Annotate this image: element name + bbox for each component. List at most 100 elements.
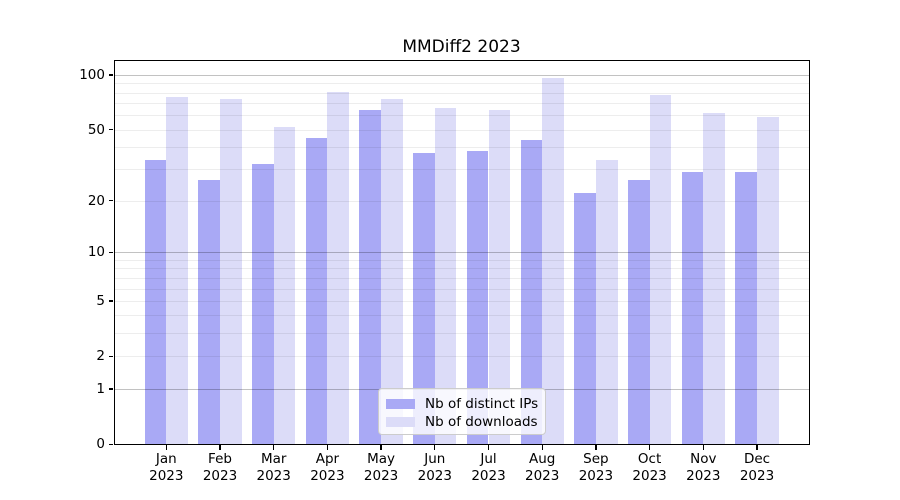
- x-tick-label-month: Oct: [637, 451, 662, 467]
- y-tick-mark: [109, 388, 113, 390]
- x-tick-label-year: 2023: [471, 468, 506, 484]
- bar-distinct-ips: [466, 151, 489, 445]
- x-tick-label-month: Nov: [690, 451, 717, 467]
- x-tick-label-month: Aug: [529, 451, 556, 467]
- legend-label-downloads: Nb of downloads: [425, 413, 538, 430]
- x-tick-label: Jun 2023: [402, 451, 468, 485]
- gridline-major: [113, 74, 810, 76]
- bar-distinct-ips: [144, 159, 167, 445]
- x-tick-mark: [702, 445, 704, 450]
- x-tick-mark: [165, 445, 167, 450]
- x-tick-label-year: 2023: [578, 468, 614, 484]
- legend: Nb of distinct IPs Nb of downloads: [378, 388, 546, 435]
- y-tick-label: 1: [96, 380, 105, 397]
- x-tick-label: May 2023: [348, 451, 414, 485]
- x-tick-mark: [541, 445, 543, 450]
- bar-distinct-ips: [627, 180, 650, 445]
- bar-downloads: [273, 126, 296, 445]
- bar-distinct-ips: [574, 193, 596, 445]
- x-tick-mark: [380, 445, 382, 450]
- gridline-minor: [113, 83, 810, 85]
- y-tick-mark: [109, 251, 113, 254]
- x-tick-mark: [326, 445, 329, 450]
- x-tick-label-year: 2023: [739, 468, 775, 484]
- y-tick-label: 20: [87, 192, 105, 209]
- bar-distinct-ips: [735, 172, 757, 445]
- x-tick-label: Jul 2023: [456, 451, 522, 485]
- x-tick-mark: [595, 445, 597, 450]
- y-tick-label: 100: [79, 66, 105, 83]
- chart-title: MMDiff2 2023: [402, 37, 521, 57]
- bar-distinct-ips: [681, 172, 704, 445]
- x-tick-label-year: 2023: [310, 468, 345, 484]
- x-tick-label-month: Sep: [583, 451, 609, 467]
- y-tick-label: 5: [96, 292, 105, 309]
- bar-downloads: [327, 91, 350, 445]
- x-tick-label: Oct 2023: [617, 451, 683, 485]
- legend-swatch-downloads: [386, 417, 415, 427]
- x-tick-label: Apr 2023: [294, 451, 360, 485]
- bar-downloads: [649, 94, 672, 445]
- bar-downloads: [488, 110, 511, 445]
- x-tick-label: Mar 2023: [241, 451, 307, 485]
- y-tick-mark: [109, 443, 113, 445]
- x-tick-label: Feb 2023: [187, 451, 253, 485]
- x-tick-label-year: 2023: [525, 468, 560, 484]
- x-tick-label-year: 2023: [417, 468, 452, 484]
- y-tick-label: 50: [87, 121, 105, 138]
- legend-row-downloads: Nb of downloads: [386, 413, 538, 431]
- bar-distinct-ips: [520, 139, 543, 445]
- x-tick-label-year: 2023: [256, 468, 291, 484]
- x-tick-mark: [487, 445, 490, 450]
- bar-distinct-ips: [305, 137, 328, 445]
- y-tick-label: 0: [96, 436, 105, 453]
- x-tick-label-month: Jun: [424, 451, 446, 467]
- bar-downloads: [595, 159, 618, 445]
- x-tick-label-year: 2023: [632, 468, 667, 484]
- x-tick-mark: [648, 445, 651, 450]
- x-tick-label-month: Jul: [480, 451, 497, 467]
- bar-downloads: [220, 98, 242, 445]
- bar-downloads: [381, 98, 403, 445]
- x-tick-label: Sep 2023: [563, 451, 629, 485]
- bar-distinct-ips: [413, 153, 435, 445]
- legend-label-distinct-ips: Nb of distinct IPs: [425, 395, 539, 412]
- bar-downloads: [703, 112, 725, 445]
- bar-downloads: [434, 107, 457, 445]
- x-tick-label-year: 2023: [686, 468, 721, 484]
- bar-distinct-ips: [359, 110, 382, 445]
- x-tick-mark: [434, 445, 436, 450]
- x-tick-label: Jan 2023: [133, 451, 199, 485]
- bar-downloads: [757, 116, 779, 445]
- y-tick-label: 2: [96, 348, 105, 365]
- bar-distinct-ips: [198, 180, 220, 445]
- y-tick-mark: [109, 355, 113, 358]
- legend-row-distinct-ips: Nb of distinct IPs: [386, 395, 539, 413]
- y-tick-mark: [109, 74, 113, 76]
- x-tick-label-month: May: [367, 451, 396, 467]
- x-tick-mark: [219, 445, 221, 450]
- x-tick-label-year: 2023: [363, 468, 399, 484]
- bar-distinct-ips: [252, 164, 274, 445]
- x-tick-mark: [756, 445, 758, 450]
- x-tick-label-month: Feb: [208, 451, 232, 467]
- x-tick-label-month: Dec: [743, 451, 771, 467]
- bar-downloads: [166, 96, 188, 445]
- x-tick-label: Nov 2023: [670, 451, 736, 485]
- x-tick-label: Aug 2023: [509, 451, 575, 485]
- x-tick-label: Dec 2023: [724, 451, 790, 485]
- y-tick-mark: [109, 200, 113, 202]
- x-tick-label-month: Apr: [315, 451, 340, 467]
- x-tick-label-month: Mar: [260, 451, 287, 467]
- x-tick-label-year: 2023: [202, 468, 238, 484]
- y-tick-label: 10: [87, 244, 105, 261]
- x-tick-label-month: Jan: [155, 451, 177, 467]
- bar-downloads: [542, 78, 564, 445]
- gridline-minor: [113, 92, 810, 94]
- y-tick-mark: [109, 300, 113, 302]
- x-tick-mark: [273, 445, 275, 450]
- plot-area: [113, 60, 810, 445]
- gridline-minor: [113, 103, 810, 105]
- y-tick-mark: [109, 128, 113, 131]
